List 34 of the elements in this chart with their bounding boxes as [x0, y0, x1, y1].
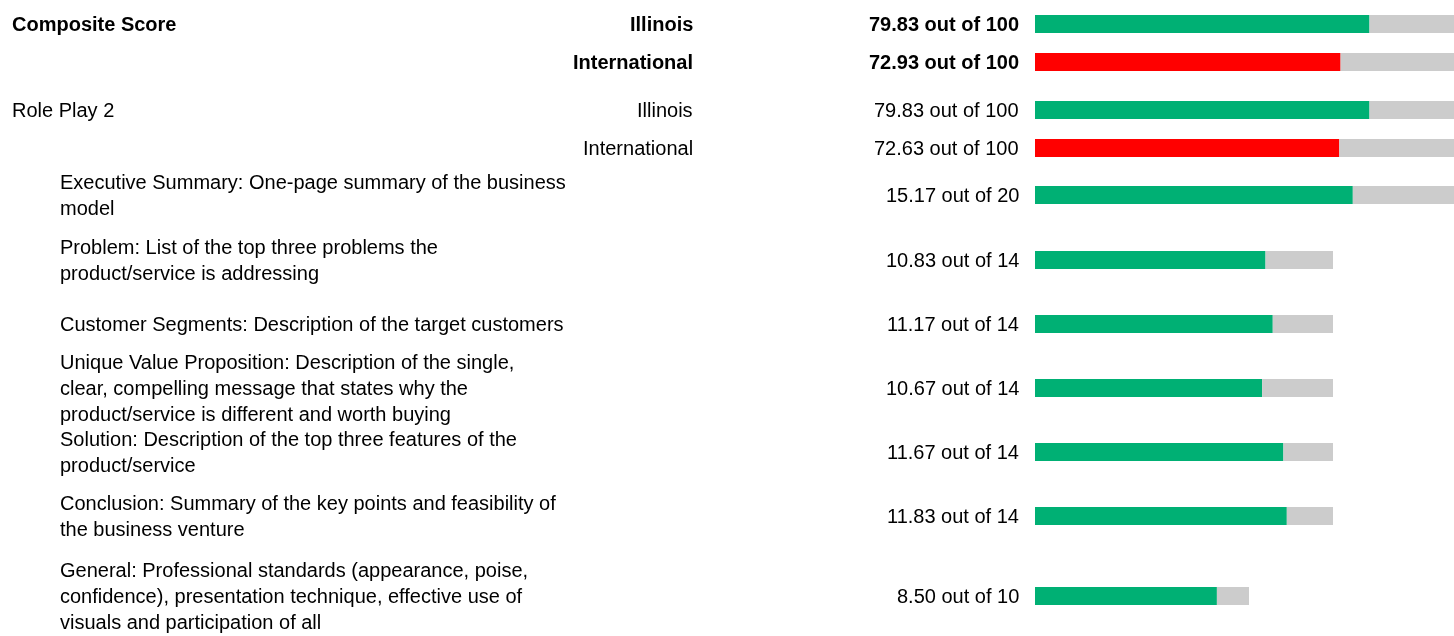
y-tick-label: International [573, 51, 694, 73]
y-tick-label: Illinois [637, 99, 693, 121]
bar [1035, 443, 1284, 461]
bar [1283, 443, 1333, 461]
data-label: 11.17 out of 14 [887, 313, 1019, 335]
bar [1265, 251, 1333, 269]
y-tick-label: Illinois [630, 13, 694, 35]
y-tick-label: Customer Segments: Description of the target customers [60, 313, 564, 335]
data-label: 72.63 out of 100 [874, 137, 1019, 159]
bar [1035, 251, 1266, 269]
y-tick-label: International [583, 137, 694, 159]
y-tick-label: Executive Summary: One-page summary of the business model [60, 171, 566, 219]
y-axis-title: Composite Score [12, 13, 177, 35]
data-label: 11.67 out of 14 [887, 441, 1019, 463]
bar [1272, 315, 1333, 333]
data-label: 79.83 out of 100 [874, 99, 1019, 121]
data-label: 79.83 out of 100 [869, 13, 1020, 35]
y-tick-label: General: Professional standards (appearance, poise, confidence), presentation technique, effective use of visuals and participation of all [60, 559, 529, 633]
data-label: 72.93 out of 100 [869, 51, 1020, 73]
y-tick-label: Solution: Description of the top three features of the product/service [60, 428, 517, 476]
bar [1035, 315, 1273, 333]
y-tick-label: Problem: List of the top three problems the product/service is addressing [60, 236, 438, 284]
data-label: 10.83 out of 14 [886, 249, 1020, 271]
bar [1262, 379, 1333, 397]
bar [1035, 379, 1263, 397]
bar [1035, 507, 1287, 525]
data-label: 11.83 out of 14 [887, 505, 1019, 527]
y-axis-title: Role Play 2 [12, 99, 115, 121]
data-label: 8.50 out of 10 [897, 585, 1020, 607]
data-label: 10.67 out of 14 [886, 377, 1020, 399]
bar [1286, 507, 1333, 525]
y-tick-label: Conclusion: Summary of the key points and feasibility of the business venture [60, 492, 557, 540]
y-tick-label: Unique Value Proposition: Description of the single, clear, compelling message that states why the product/service is different and worth buying [60, 351, 515, 425]
data-label: 15.17 out of 20 [886, 184, 1020, 206]
